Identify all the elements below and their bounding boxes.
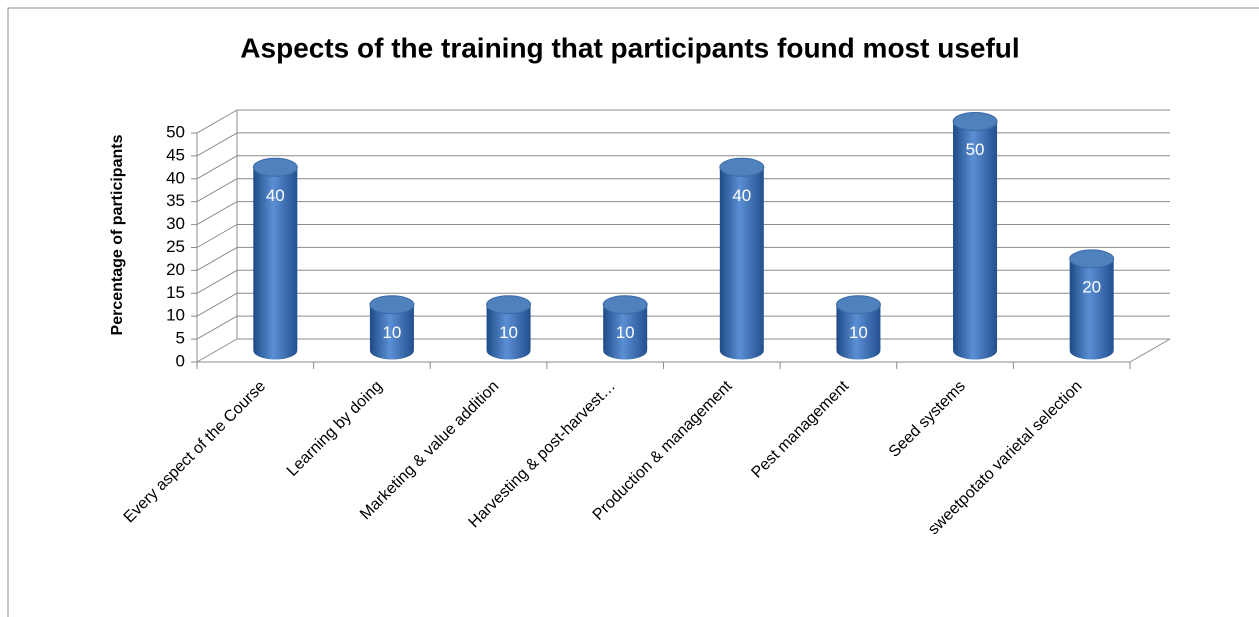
value-label: 10 (499, 323, 518, 342)
grid-line-side (196, 178, 238, 203)
chart-title: Aspects of the training that participant… (240, 32, 1019, 63)
floor-right (1129, 338, 1171, 363)
value-label: 10 (382, 323, 401, 342)
bar-top (719, 157, 765, 177)
y-tick-label: 30 (166, 214, 185, 233)
bar-top (602, 295, 648, 315)
grid-line-side (196, 109, 238, 134)
grid-line-side (196, 338, 238, 363)
bar-top (1069, 249, 1115, 269)
x-tick-label: Every aspect of the Course (121, 378, 270, 527)
grid-line-side (196, 246, 238, 271)
value-label: 40 (266, 186, 285, 205)
bar (369, 304, 414, 360)
grid-line-side (196, 292, 238, 317)
y-tick-label: 35 (166, 191, 185, 210)
y-tick-label: 50 (166, 122, 185, 141)
value-label: 10 (616, 323, 635, 342)
y-tick-label: 0 (176, 351, 185, 370)
y-tick-label: 5 (176, 329, 185, 348)
y-axis-label: Percentage of participants (109, 134, 126, 335)
bar (486, 304, 531, 360)
bar (719, 167, 764, 360)
value-label: 10 (849, 323, 868, 342)
value-label: 20 (1082, 277, 1101, 296)
y-tick-label: 20 (166, 260, 185, 279)
y-tick-label: 10 (166, 306, 185, 325)
bar-top (252, 157, 298, 177)
bar-top (835, 295, 881, 315)
grid-line-side (196, 224, 238, 248)
bar-top (369, 295, 415, 315)
chart-border (7, 7, 1259, 617)
y-tick-label: 45 (166, 145, 185, 164)
bar (603, 304, 648, 360)
x-tick-label: Learning by doing (284, 378, 386, 480)
bar-top (486, 295, 532, 315)
grid-line-side (196, 269, 238, 294)
bar (253, 167, 298, 360)
bar-top (952, 112, 998, 131)
bar (836, 304, 881, 360)
grid-line-side (196, 155, 238, 180)
bar (1069, 258, 1114, 360)
y-tick-label: 40 (166, 168, 185, 187)
grid-line-side (196, 132, 238, 157)
value-label: 40 (732, 186, 751, 205)
bar (953, 121, 998, 360)
x-tick-label: Marketing & value addition (357, 378, 502, 523)
grid-line-side (196, 315, 238, 340)
x-tick-label: Production & management (590, 377, 736, 523)
x-tick-label: Pest management (748, 377, 852, 481)
y-tick-label: 25 (166, 237, 185, 256)
grid-line-side (196, 201, 238, 226)
x-tick-label: Seed systems (886, 378, 969, 461)
y-tick-label: 15 (166, 283, 185, 302)
value-label: 50 (966, 140, 985, 159)
